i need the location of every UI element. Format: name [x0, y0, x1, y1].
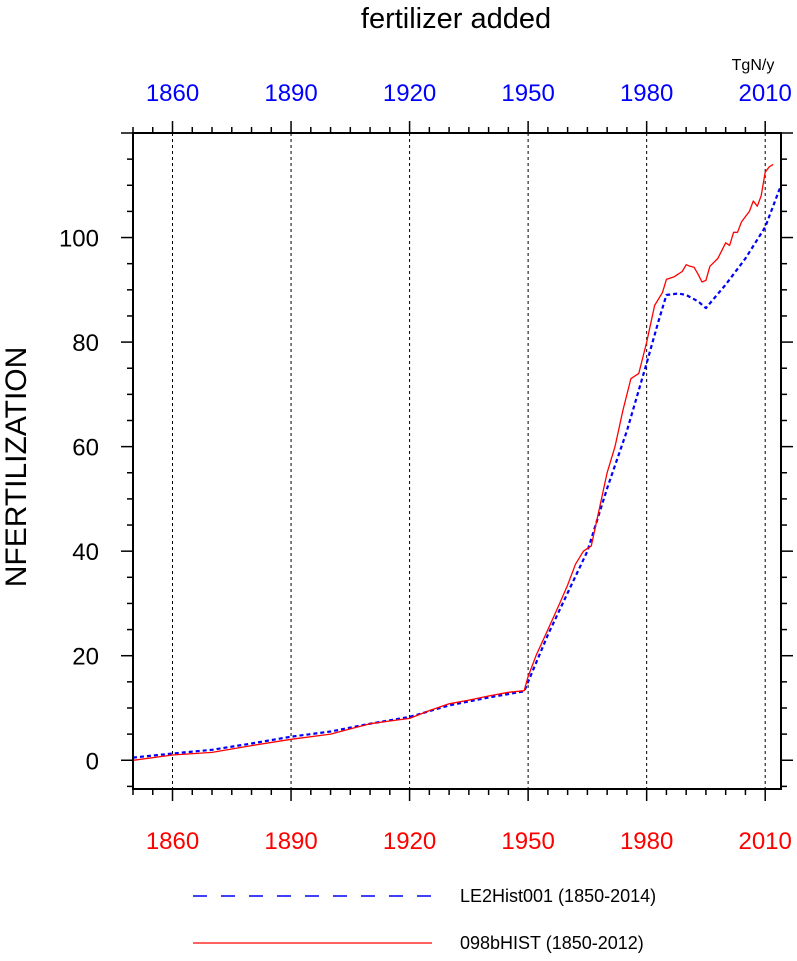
- y-axis-label: NFERTILIZATION: [0, 347, 33, 588]
- y-tick-label-60: 60: [72, 435, 99, 462]
- chart-title: fertilizer added: [361, 3, 551, 35]
- data-series: [132, 163, 783, 761]
- x-tick-label-top-1920: 1920: [383, 80, 436, 107]
- y-tick-label-20: 20: [72, 644, 99, 671]
- x-tick-label-bottom-2010: 2010: [738, 828, 791, 855]
- x-tick-label-top-1890: 1890: [264, 80, 317, 107]
- axis-tick-labels: 1860 1860 1890 1890 1920 1920 1950 1950 1980 1980…: [59, 80, 792, 855]
- x-tick-label-top-1860: 1860: [146, 80, 199, 107]
- plot-frame: [132, 132, 782, 790]
- x-tick-label-bottom-1920: 1920: [383, 828, 436, 855]
- axis-ticks: [121, 121, 793, 801]
- units-label: TgN/y: [732, 57, 775, 74]
- y-tick-label-40: 40: [72, 539, 99, 566]
- x-tick-label-top-1980: 1980: [620, 80, 673, 107]
- grid-lines: [172, 133, 766, 789]
- legend: LE2Hist001 (1850-2014) 098bHIST (1850-20…: [193, 886, 656, 953]
- y-tick-label-80: 80: [72, 330, 99, 357]
- x-tick-label-top-2010: 2010: [738, 80, 791, 107]
- x-tick-label-bottom-1860: 1860: [146, 828, 199, 855]
- series-line-0: [132, 184, 783, 759]
- x-tick-label-bottom-1980: 1980: [620, 828, 673, 855]
- series-line-1: [132, 163, 774, 761]
- y-tick-label-0: 0: [86, 748, 99, 775]
- legend-label-098bhist: 098bHIST (1850-2012): [460, 933, 644, 953]
- y-tick-label-100: 100: [59, 226, 99, 253]
- legend-label-le2hist001: LE2Hist001 (1850-2014): [460, 886, 656, 906]
- x-tick-label-bottom-1890: 1890: [264, 828, 317, 855]
- x-tick-label-top-1950: 1950: [501, 80, 554, 107]
- x-tick-label-bottom-1950: 1950: [501, 828, 554, 855]
